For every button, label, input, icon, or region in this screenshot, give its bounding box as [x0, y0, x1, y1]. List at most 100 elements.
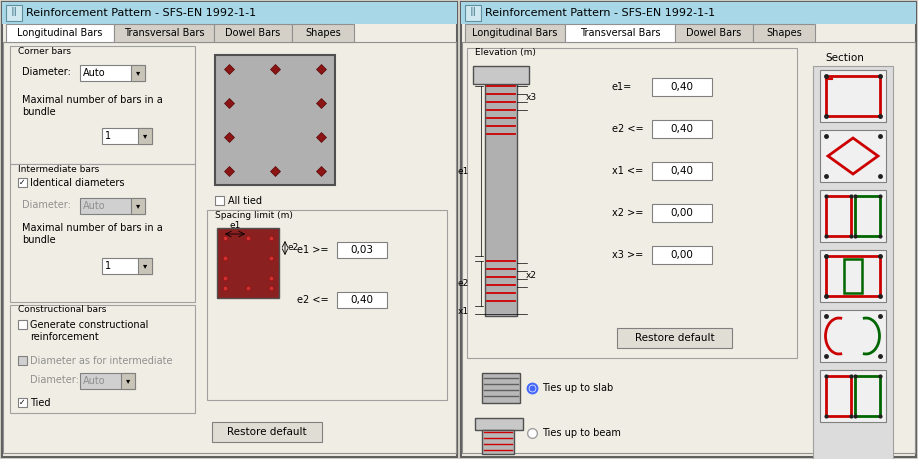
Text: Elevation (m): Elevation (m): [475, 49, 536, 57]
Bar: [215, 196, 224, 205]
Text: reinforcement: reinforcement: [30, 332, 99, 342]
Bar: [10, 46, 195, 164]
Text: e2 <=: e2 <=: [297, 295, 329, 305]
Text: Diameter as for intermediate: Diameter as for intermediate: [30, 356, 173, 366]
Bar: [675, 24, 753, 42]
Text: Constructional bars: Constructional bars: [18, 306, 106, 314]
Text: Shapes: Shapes: [305, 28, 341, 38]
Bar: [16, 165, 94, 174]
Text: x1 <=: x1 <=: [612, 166, 644, 176]
Text: Generate constructional: Generate constructional: [30, 320, 149, 330]
Text: Dowel Bars: Dowel Bars: [687, 28, 742, 38]
Bar: [485, 84, 517, 316]
Text: Spacing limit (m): Spacing limit (m): [215, 211, 293, 219]
Bar: [473, 66, 529, 84]
Bar: [10, 164, 195, 302]
Text: Shapes: Shapes: [767, 28, 802, 38]
Bar: [820, 250, 886, 302]
Bar: [80, 65, 145, 81]
Bar: [121, 373, 135, 389]
Bar: [753, 24, 815, 42]
Text: e2: e2: [458, 280, 469, 289]
Bar: [473, 49, 533, 58]
Bar: [3, 42, 456, 453]
Bar: [207, 210, 447, 400]
Bar: [6, 24, 114, 42]
Bar: [826, 376, 851, 416]
Text: e2: e2: [287, 244, 298, 252]
Bar: [138, 258, 152, 274]
Text: Diameter:: Diameter:: [22, 67, 71, 77]
Text: Section: Section: [825, 53, 864, 63]
Bar: [467, 48, 797, 358]
Bar: [820, 310, 886, 362]
Text: Restore default: Restore default: [634, 333, 714, 343]
Text: ▾: ▾: [143, 131, 147, 140]
Text: Corner bars: Corner bars: [18, 46, 71, 56]
Bar: [482, 373, 520, 403]
Bar: [80, 373, 135, 389]
Text: Ties up to beam: Ties up to beam: [542, 428, 621, 438]
Bar: [855, 376, 880, 416]
Bar: [461, 2, 916, 457]
Bar: [617, 328, 732, 348]
Text: Dowel Bars: Dowel Bars: [226, 28, 281, 38]
Text: Diameter:: Diameter:: [22, 200, 71, 210]
Bar: [214, 24, 292, 42]
Text: Reinforcement Pattern - SFS-EN 1992-1-1: Reinforcement Pattern - SFS-EN 1992-1-1: [485, 8, 715, 18]
Bar: [462, 42, 915, 453]
Text: e1 >=: e1 >=: [297, 245, 329, 255]
Text: 1: 1: [105, 131, 111, 141]
Text: Auto: Auto: [83, 68, 106, 78]
Text: ▾: ▾: [126, 376, 130, 386]
Bar: [18, 178, 27, 187]
Text: 0,40: 0,40: [351, 295, 374, 305]
Bar: [482, 430, 514, 454]
Bar: [102, 258, 152, 274]
Text: Ⅱ: Ⅱ: [11, 6, 17, 19]
Bar: [10, 305, 195, 413]
Text: 0,03: 0,03: [351, 245, 374, 255]
Text: Maximal number of bars in a: Maximal number of bars in a: [22, 95, 162, 105]
Text: 0,00: 0,00: [670, 250, 693, 260]
Bar: [16, 306, 102, 315]
Text: e2 <=: e2 <=: [612, 124, 644, 134]
Text: Transversal Bars: Transversal Bars: [580, 28, 660, 38]
Bar: [213, 211, 290, 220]
Bar: [465, 24, 565, 42]
Bar: [475, 418, 523, 430]
Bar: [131, 65, 145, 81]
Text: Transversal Bars: Transversal Bars: [124, 28, 204, 38]
Bar: [820, 190, 886, 242]
Bar: [820, 370, 886, 422]
Bar: [215, 55, 335, 185]
Text: Auto: Auto: [83, 201, 106, 211]
Bar: [212, 422, 322, 442]
Text: ▾: ▾: [136, 68, 140, 78]
Bar: [461, 2, 916, 24]
Text: Auto: Auto: [83, 376, 106, 386]
Bar: [465, 5, 481, 21]
Text: Reinforcement Pattern - SFS-EN 1992-1-1: Reinforcement Pattern - SFS-EN 1992-1-1: [26, 8, 256, 18]
Bar: [652, 78, 712, 96]
Bar: [652, 204, 712, 222]
Bar: [826, 256, 880, 296]
Text: Intermediate bars: Intermediate bars: [18, 164, 99, 174]
Bar: [114, 24, 214, 42]
Bar: [337, 292, 387, 308]
Text: Maximal number of bars in a: Maximal number of bars in a: [22, 223, 162, 233]
Text: e1: e1: [230, 222, 241, 230]
Text: ▾: ▾: [136, 202, 140, 211]
Text: e1: e1: [458, 167, 469, 175]
Text: Longitudinal Bars: Longitudinal Bars: [17, 28, 103, 38]
Bar: [102, 128, 152, 144]
Bar: [813, 66, 893, 459]
Bar: [820, 130, 886, 182]
Text: Ties up to slab: Ties up to slab: [542, 383, 613, 393]
Bar: [16, 47, 68, 56]
Text: 0,00: 0,00: [670, 208, 693, 218]
Text: Restore default: Restore default: [227, 427, 307, 437]
Text: All tied: All tied: [228, 196, 262, 206]
Text: bundle: bundle: [22, 107, 56, 117]
Bar: [80, 198, 145, 214]
